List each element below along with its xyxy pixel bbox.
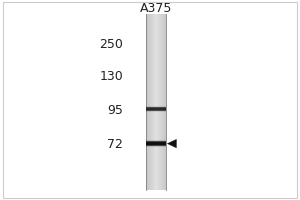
Text: 95: 95 — [107, 104, 123, 116]
Bar — [152, 14, 153, 190]
Bar — [157, 14, 158, 190]
Text: 250: 250 — [99, 38, 123, 50]
Text: 72: 72 — [107, 138, 123, 150]
Bar — [146, 14, 147, 190]
Bar — [151, 14, 152, 190]
Bar — [162, 14, 163, 190]
Bar — [165, 14, 166, 190]
Bar — [164, 14, 165, 190]
Bar — [160, 14, 161, 190]
Bar — [159, 14, 160, 190]
Bar — [148, 14, 149, 190]
Text: A375: A375 — [140, 1, 172, 15]
Bar — [150, 14, 151, 190]
Bar — [147, 14, 148, 190]
Bar — [158, 14, 159, 190]
Bar — [156, 14, 157, 190]
Bar — [163, 14, 164, 190]
Bar — [149, 14, 150, 190]
Text: 130: 130 — [99, 70, 123, 82]
Bar — [153, 14, 154, 190]
Bar — [161, 14, 162, 190]
Polygon shape — [167, 139, 176, 148]
Bar — [155, 14, 156, 190]
Bar — [154, 14, 155, 190]
